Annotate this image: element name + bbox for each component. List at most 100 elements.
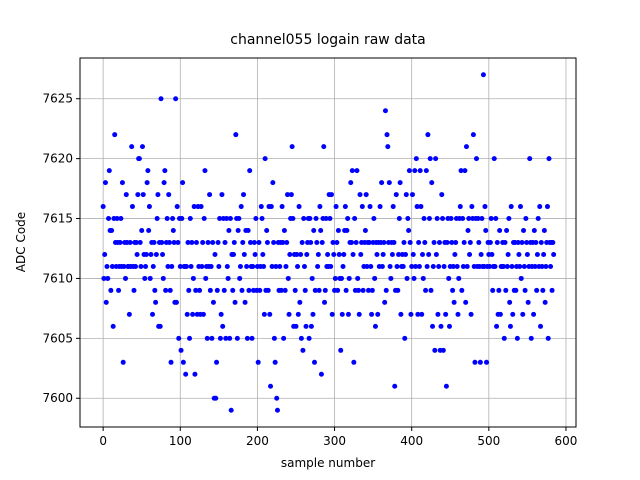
data-point (404, 275, 410, 281)
x-tick-label: 500 (477, 434, 500, 448)
data-point (308, 240, 314, 245)
data-point (109, 228, 115, 234)
data-point (160, 275, 166, 281)
data-point (202, 168, 208, 174)
data-point (548, 263, 554, 269)
data-point (146, 228, 152, 234)
data-point (497, 311, 503, 317)
data-point (260, 251, 266, 257)
data-point (390, 204, 396, 210)
data-point (143, 251, 149, 257)
data-point (327, 216, 333, 222)
data-point (403, 251, 409, 257)
data-point (353, 240, 359, 245)
data-point (272, 359, 278, 365)
data-point (191, 204, 197, 210)
data-point (231, 251, 237, 257)
data-point (532, 263, 538, 269)
data-point (268, 383, 274, 389)
data-point (509, 263, 515, 269)
data-point (345, 311, 351, 317)
data-point (170, 228, 176, 234)
data-point (460, 216, 466, 222)
data-point (322, 287, 328, 293)
data-point (317, 204, 323, 210)
data-point (416, 263, 422, 269)
data-point (540, 287, 546, 293)
data-point (192, 371, 198, 377)
data-point (533, 240, 539, 245)
data-point (450, 287, 456, 293)
data-point (438, 323, 444, 329)
data-point (117, 240, 123, 245)
data-point (401, 240, 407, 245)
data-point (463, 144, 469, 150)
data-point (314, 240, 320, 245)
data-point (312, 359, 318, 365)
data-point (410, 251, 416, 257)
data-point (158, 96, 164, 102)
data-point (278, 287, 284, 293)
data-point (468, 311, 474, 317)
data-point (261, 263, 267, 269)
data-point (235, 228, 241, 234)
data-point (126, 311, 132, 317)
data-point (133, 263, 139, 269)
data-point (289, 144, 295, 150)
data-point (369, 287, 375, 293)
data-point (318, 371, 324, 377)
data-point (441, 263, 447, 269)
chart-title: channel055 logain raw data (230, 32, 425, 48)
data-point (321, 144, 327, 150)
data-point (379, 180, 385, 186)
data-point (386, 180, 392, 186)
data-point (121, 263, 127, 269)
data-point (288, 192, 294, 198)
data-point (297, 299, 303, 305)
data-point (537, 204, 543, 210)
data-point (185, 240, 191, 245)
data-point (348, 180, 354, 186)
data-point (505, 251, 511, 257)
data-point (439, 192, 445, 198)
data-point (430, 323, 436, 329)
data-point (214, 287, 220, 293)
data-point (257, 287, 263, 293)
data-point (310, 311, 316, 317)
data-point (514, 335, 520, 341)
data-point (475, 216, 481, 222)
data-point (274, 395, 280, 401)
data-point (258, 204, 264, 210)
data-point (388, 275, 394, 281)
data-point (290, 216, 296, 222)
data-point (412, 168, 418, 174)
data-point (531, 228, 537, 234)
data-point (271, 335, 277, 341)
data-point (394, 263, 400, 269)
data-point (274, 407, 280, 413)
data-point (301, 263, 307, 269)
data-point (209, 335, 215, 341)
data-point (173, 96, 179, 102)
data-point (355, 287, 361, 293)
data-point (287, 251, 293, 257)
data-point (381, 240, 387, 245)
data-point (151, 240, 157, 245)
data-point (406, 168, 412, 174)
data-point (433, 251, 439, 257)
data-point (165, 263, 171, 269)
data-point (123, 275, 129, 281)
data-point (230, 287, 236, 293)
data-point (269, 263, 275, 269)
data-point (476, 240, 482, 245)
data-point (176, 335, 182, 341)
data-point (255, 359, 261, 365)
data-point (461, 240, 467, 245)
data-point (430, 263, 436, 269)
data-point (490, 287, 496, 293)
data-point (400, 263, 406, 269)
data-point (142, 275, 148, 281)
data-point (380, 251, 386, 257)
data-point (423, 168, 429, 174)
x-axis-label: sample number (281, 456, 375, 470)
